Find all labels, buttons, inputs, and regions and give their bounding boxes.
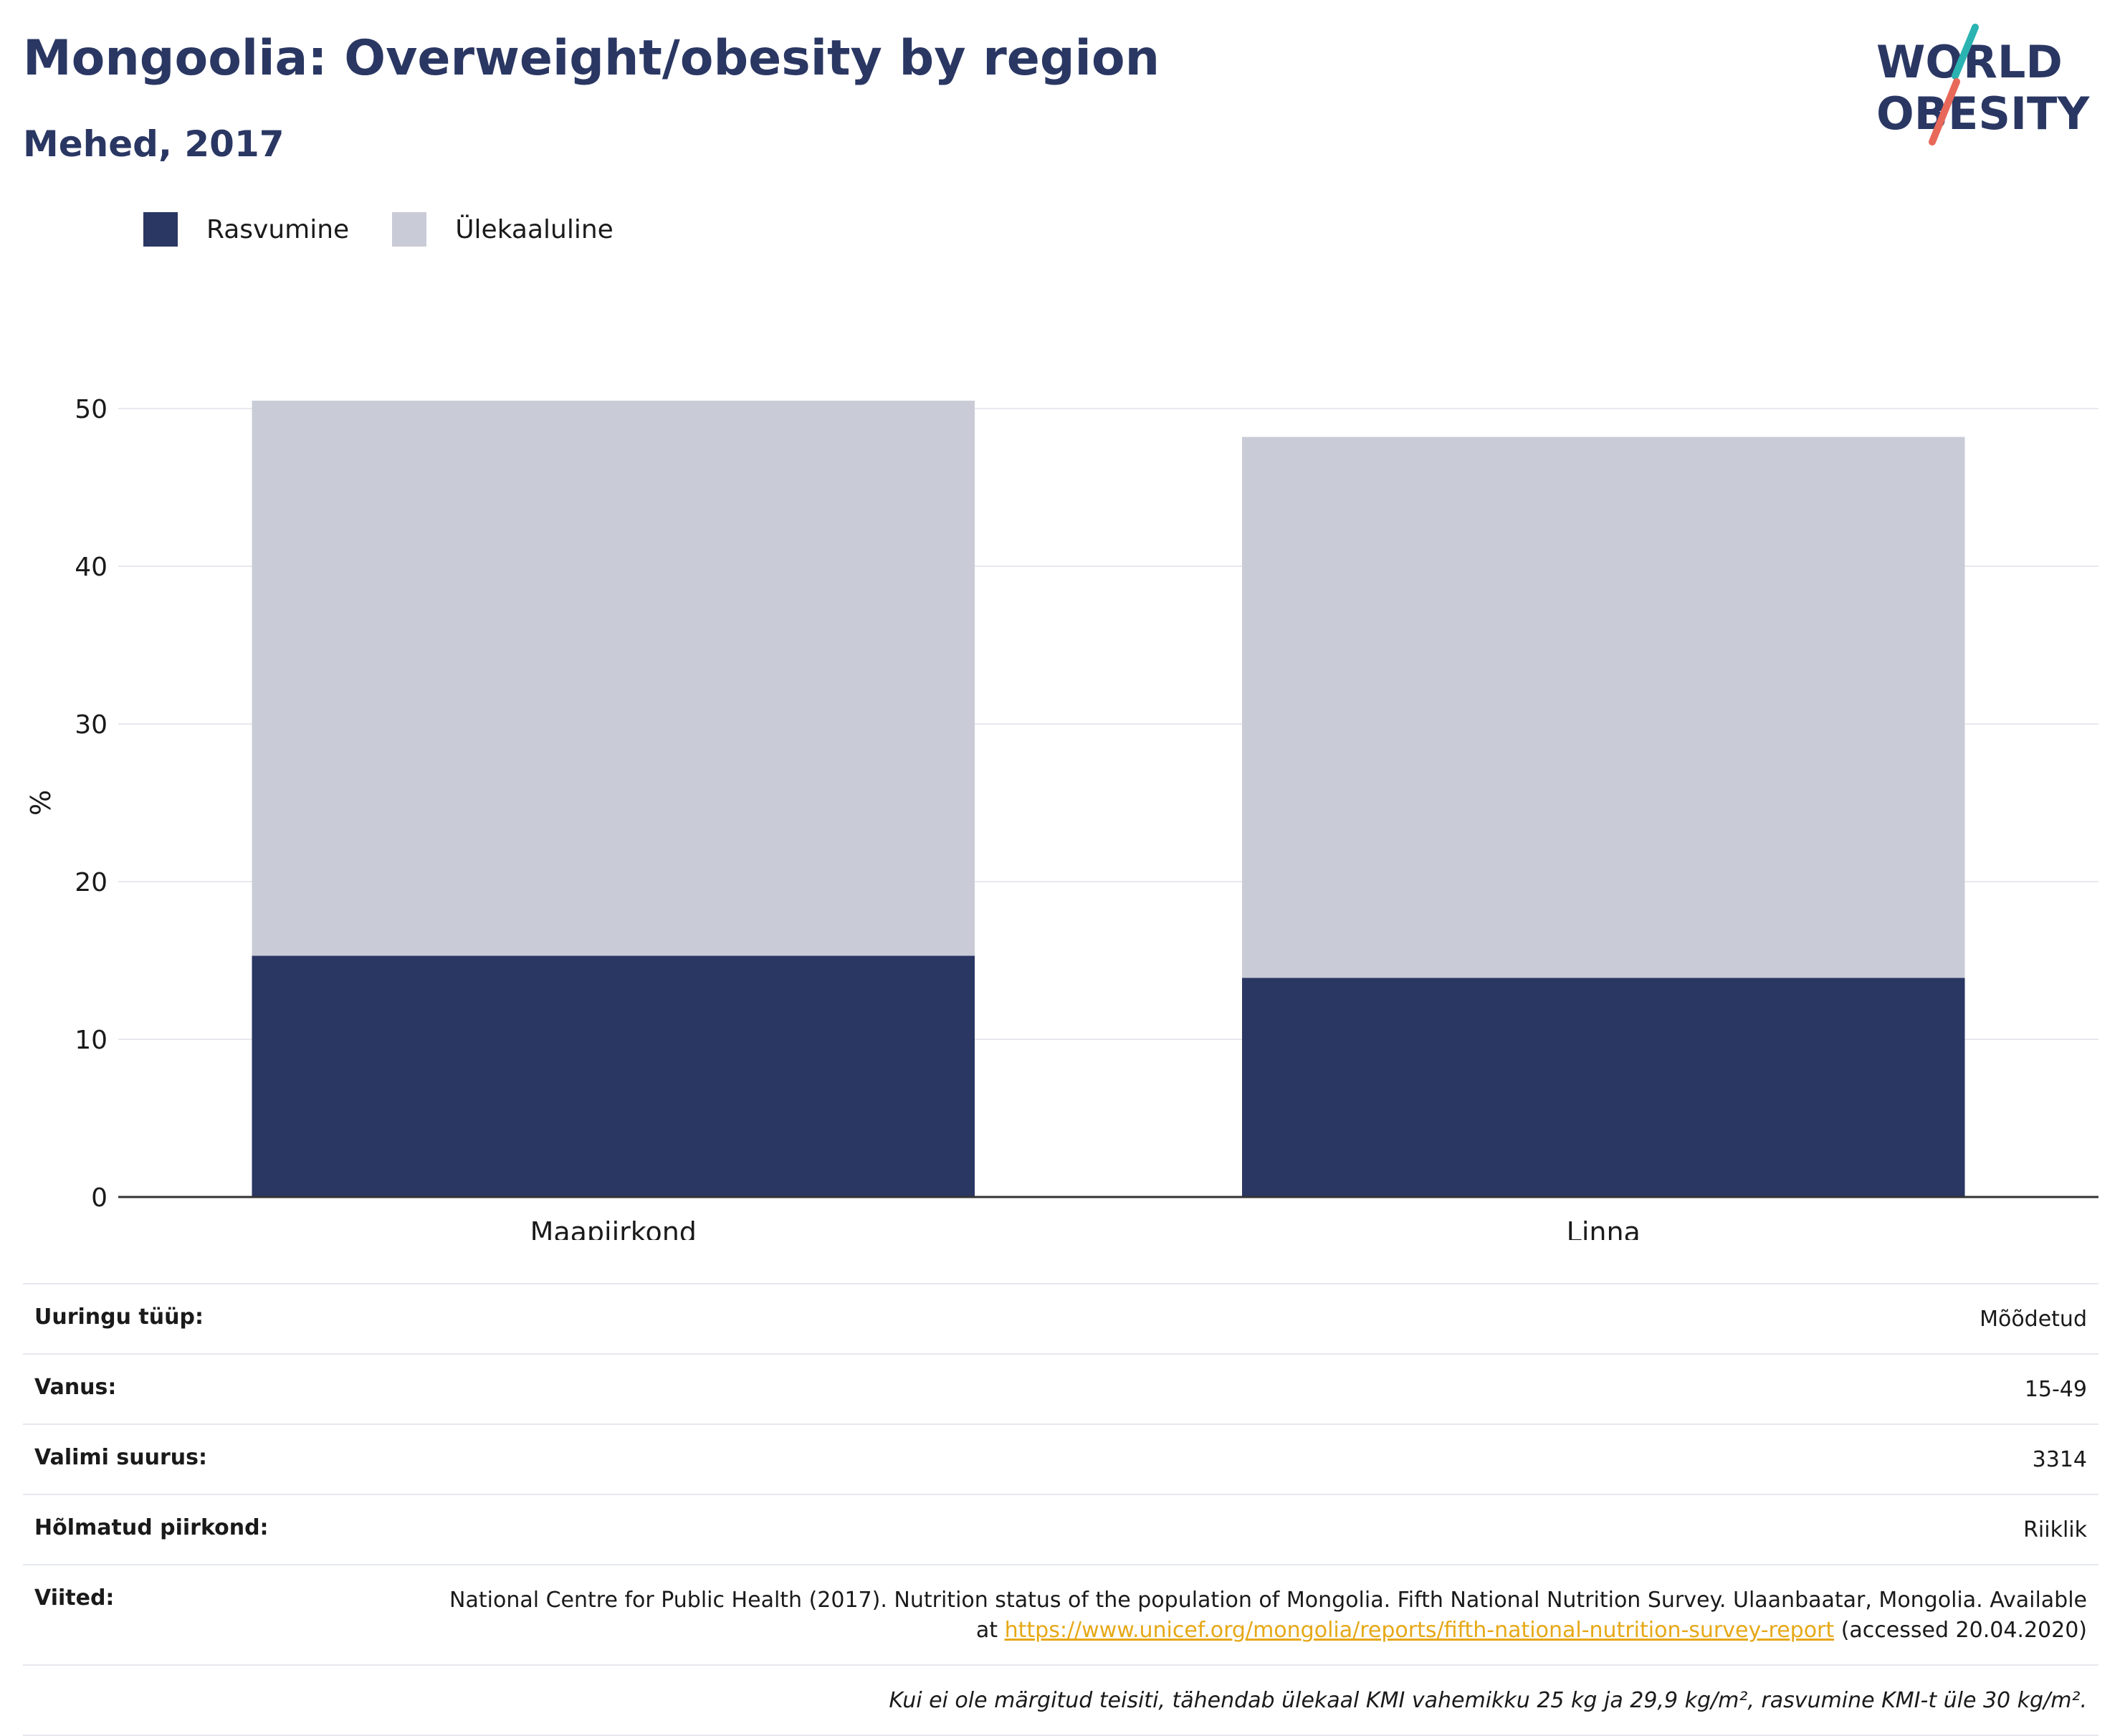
metadata-table: Uuringu tüüp: Mõõdetud Vanus: 15-49 Vali… <box>23 1283 2098 1736</box>
legend-item-overweight[interactable]: Ülekaaluline <box>392 212 613 247</box>
reference-text: National Centre for Public Health (2017)… <box>449 1588 2087 1643</box>
meta-value-references: National Centre for Public Health (2017)… <box>439 1585 2087 1646</box>
legend-swatch-overweight <box>392 212 427 247</box>
logo-slash-teal <box>1952 24 1979 80</box>
chart-title: Mongoolia: Overweight/obesity by region <box>23 30 1160 87</box>
y-tick-label-50: 50 <box>75 395 108 424</box>
bar-maapiirkond-overweight <box>252 401 975 956</box>
meta-label-age: Vanus: <box>34 1375 117 1400</box>
legend-swatch-obesity <box>143 212 178 247</box>
world-obesity-logo: WORLD OBESITY <box>1876 24 2090 146</box>
meta-row-sample-size: Valimi suurus: 3314 <box>23 1423 2098 1494</box>
chart-subtitle: Mehed, 2017 <box>23 123 285 165</box>
definition-note: Kui ei ole märgitud teisiti, tähendab ül… <box>889 1688 2087 1713</box>
legend: Rasvumine Ülekaaluline <box>143 212 656 247</box>
legend-label-overweight: Ülekaaluline <box>455 214 613 244</box>
y-tick-label-0: 0 <box>91 1183 108 1213</box>
meta-row-references: Viited: National Centre for Public Healt… <box>23 1564 2098 1664</box>
legend-item-obesity[interactable]: Rasvumine <box>143 212 349 247</box>
y-tick-label-10: 10 <box>75 1026 108 1055</box>
reference-link[interactable]: https://www.unicef.org/mongolia/reports/… <box>1004 1618 1835 1643</box>
meta-row-note: Kui ei ole märgitud teisiti, tähendab ül… <box>23 1664 2098 1736</box>
logo-slash-red <box>1929 78 1960 146</box>
y-tick-label-30: 30 <box>75 710 108 740</box>
meta-value-age: 15-49 <box>2024 1377 2087 1402</box>
y-tick-label-40: 40 <box>75 553 108 582</box>
legend-label-obesity: Rasvumine <box>206 214 350 244</box>
y-tick-label-20: 20 <box>75 868 108 897</box>
meta-row-region: Hõlmatud piirkond: Riiklik <box>23 1494 2098 1564</box>
x-tick-label-linna: Linna <box>1567 1216 1641 1240</box>
meta-label-region: Hõlmatud piirkond: <box>34 1515 269 1540</box>
meta-row-age: Vanus: 15-49 <box>23 1353 2098 1423</box>
bar-maapiirkond-obesity <box>252 955 975 1197</box>
reference-accessed: (accessed 20.04.2020) <box>1834 1618 2087 1643</box>
meta-value-region: Riiklik <box>2023 1517 2087 1542</box>
meta-value-survey-type: Mõõdetud <box>1980 1307 2087 1332</box>
meta-label-survey-type: Uuringu tüüp: <box>34 1305 204 1330</box>
bar-chart: 0 10 20 30 40 50% Maapiirkond Linna <box>25 395 2098 1240</box>
logo-line2: OBESITY <box>1876 87 2090 140</box>
bar-linna-obesity <box>1242 978 1965 1197</box>
bar-linna-overweight <box>1242 437 1965 978</box>
meta-row-survey-type: Uuringu tüüp: Mõõdetud <box>23 1283 2098 1353</box>
meta-label-references: Viited: <box>34 1585 115 1611</box>
meta-value-sample-size: 3314 <box>2032 1447 2087 1472</box>
x-tick-label-maapiirkond: Maapiirkond <box>530 1216 697 1240</box>
meta-label-sample-size: Valimi suurus: <box>34 1445 207 1470</box>
y-axis-label: % <box>25 790 57 816</box>
